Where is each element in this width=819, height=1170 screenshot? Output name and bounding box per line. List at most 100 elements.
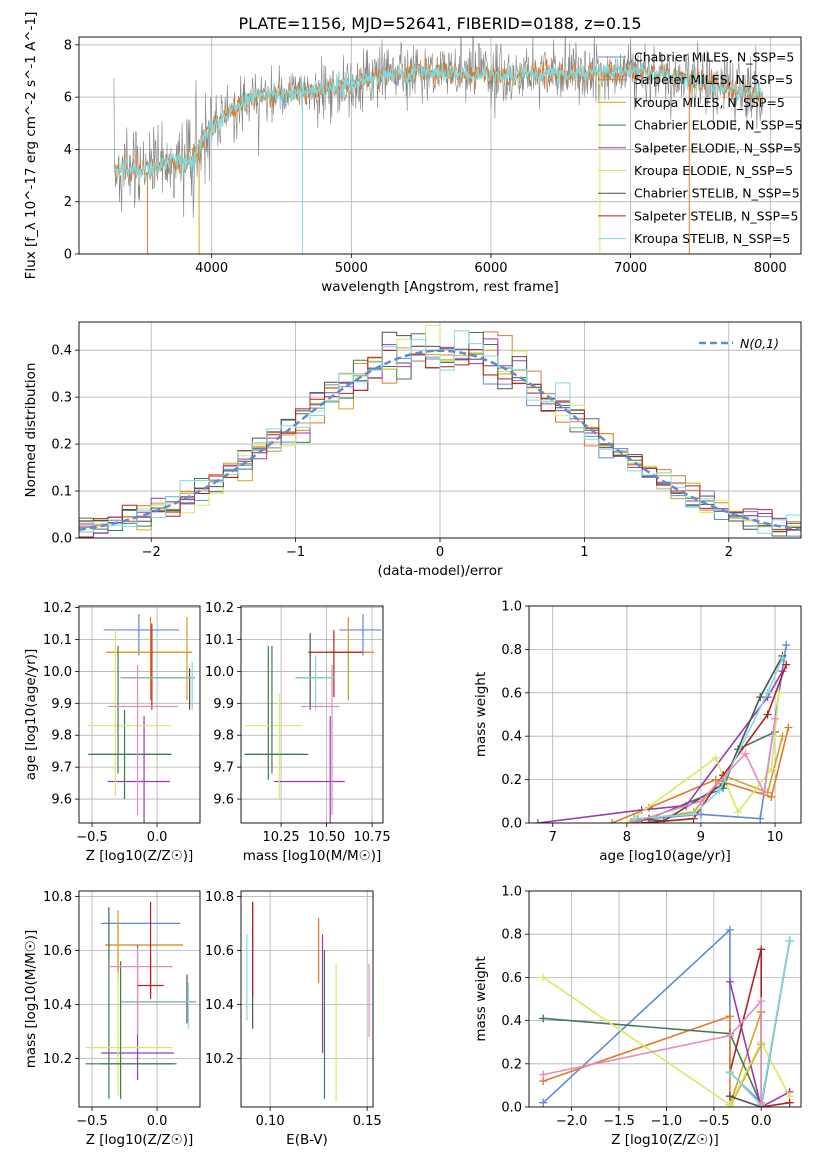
marker-point bbox=[696, 810, 705, 819]
marker-point bbox=[778, 732, 787, 741]
y-tick-label: 1.0 bbox=[501, 885, 522, 900]
axes-frame bbox=[78, 605, 201, 824]
y-tick-label: 0.8 bbox=[501, 928, 522, 943]
axes-frame bbox=[240, 605, 384, 824]
y-tick-label: 10.4 bbox=[205, 998, 234, 1013]
y-tick-label: 9.6 bbox=[51, 793, 72, 808]
x-tick-label: 8000 bbox=[754, 261, 787, 276]
marker-point bbox=[756, 693, 765, 702]
axes-frame bbox=[78, 321, 802, 539]
legend-entry: Chabrier STELIB, N_SSP=5 bbox=[634, 186, 800, 201]
marker-point bbox=[725, 1100, 734, 1107]
panel-age_vs_mass: 10.25 10.50 10.75 9.6 9.7 9.8 9.9 10.0 10.1 10.2 m… bbox=[205, 601, 391, 864]
legend-entry: Kroupa ELODIE, N_SSP=5 bbox=[634, 163, 793, 178]
x-tick-label: 0.0 bbox=[147, 830, 168, 845]
y-tick-label: 0.4 bbox=[501, 730, 522, 745]
x-tick-label: −1.0 bbox=[651, 1114, 683, 1129]
grid bbox=[79, 606, 200, 823]
x-tick-label: 7000 bbox=[614, 261, 647, 276]
x-tick-label: 2 bbox=[725, 545, 733, 560]
marker-point bbox=[759, 788, 768, 797]
legend-entry: Kroupa MILES, N_SSP=5 bbox=[634, 95, 785, 110]
axes-frame bbox=[240, 890, 374, 1108]
marker-point bbox=[539, 973, 548, 982]
x-tick-label: −0.5 bbox=[76, 1114, 108, 1129]
grid bbox=[79, 891, 200, 1107]
marker-point bbox=[533, 819, 542, 823]
y-tick-label: 0.8 bbox=[501, 643, 522, 658]
grid bbox=[241, 606, 383, 823]
legend: Chabrier MILES, N_SSP=5 Salpeter MILES, N… bbox=[598, 50, 803, 246]
legend-entry: Kroupa STELIB, N_SSP=5 bbox=[634, 231, 790, 246]
x-tick-label: 1 bbox=[580, 545, 588, 560]
x-axis-label: (data-model)/error bbox=[377, 563, 503, 579]
marker-point bbox=[539, 1098, 548, 1107]
axes-frame bbox=[78, 890, 201, 1108]
x-axis-label: E(B-V) bbox=[286, 1132, 328, 1148]
y-tick-label: 8 bbox=[64, 38, 72, 53]
marker-point bbox=[539, 1070, 548, 1079]
y-tick-label: 10.2 bbox=[43, 1052, 72, 1067]
y-tick-label: 0.3 bbox=[51, 391, 72, 406]
x-tick-label: 8 bbox=[623, 830, 631, 845]
y-tick-label: 10.2 bbox=[205, 1052, 234, 1067]
plot-area bbox=[79, 606, 200, 823]
y-tick-label: 0.4 bbox=[51, 344, 72, 359]
plot-area bbox=[529, 891, 801, 1107]
x-tick-label: −0.5 bbox=[698, 1114, 730, 1129]
marker-point bbox=[689, 810, 698, 819]
y-tick-label: 9.7 bbox=[213, 761, 234, 776]
marker-point bbox=[715, 786, 724, 795]
y-axis-label: Flux [f_λ 10^-17 erg cm^-2 s^-1 A^-1] bbox=[23, 12, 39, 280]
x-tick-label: 7 bbox=[549, 830, 557, 845]
y-tick-label: 4 bbox=[64, 143, 72, 158]
y-tick-label: 10.2 bbox=[205, 601, 234, 616]
mass-weight-line bbox=[729, 949, 790, 1107]
x-tick-label: 10 bbox=[767, 830, 784, 845]
normal-reference-curve bbox=[79, 349, 801, 532]
panel-mass_vs_EBV: 0.10 0.15 10.2 10.4 10.6 10.8 E(B-V) bbox=[205, 890, 382, 1148]
marker-point bbox=[539, 1014, 548, 1023]
mass-weight-line bbox=[542, 928, 762, 1107]
x-axis-label: mass [log10(M/M☉)] bbox=[243, 848, 382, 864]
panel-mass_weight_vs_Z: −2.0 −1.5 −1.0 −0.5 0.0 0.0 0.2 0.4 0.6 0.8 1.0 Z [… bbox=[473, 885, 802, 1148]
panel-mass_weight_vs_age: 7 8 9 10 0.0 0.2 0.4 0.6 0.8 1.0 age [log10(age/yr… bbox=[473, 600, 802, 864]
y-tick-label: 0.2 bbox=[51, 438, 72, 453]
marker-point bbox=[778, 654, 787, 663]
x-tick-label: 4000 bbox=[195, 261, 228, 276]
x-axis-label: Z [log10(Z/Z☉)] bbox=[611, 1132, 719, 1148]
x-tick-label: −1 bbox=[286, 545, 305, 560]
figure-title: PLATE=1156, MJD=52641, FIBERID=0188, z=0… bbox=[238, 14, 641, 33]
marker-point bbox=[734, 808, 743, 817]
marker-point bbox=[785, 1098, 794, 1107]
marker-point bbox=[711, 775, 720, 784]
panel-residuals: −2 −1 0 1 2 0.0 0.1 0.2 0.3 0.4 (data-model)/error… bbox=[23, 321, 802, 579]
y-tick-label: 0.4 bbox=[501, 1014, 522, 1029]
y-tick-label: 0.0 bbox=[501, 817, 522, 832]
y-axis-label: mass [log10(M/M☉)] bbox=[23, 930, 39, 1069]
legend-entry: N(0,1) bbox=[740, 336, 779, 351]
x-tick-label: 6000 bbox=[474, 261, 507, 276]
marker-point bbox=[767, 764, 776, 773]
y-tick-label: 0.6 bbox=[501, 971, 522, 986]
legend-entry: Salpeter MILES, N_SSP=5 bbox=[634, 72, 793, 87]
marker-point bbox=[757, 1098, 766, 1107]
marker-point bbox=[785, 936, 794, 945]
y-tick-label: 10.6 bbox=[43, 944, 72, 959]
axes-frame bbox=[78, 36, 802, 255]
panel-mass_vs_Z: −0.5 0.0 10.2 10.4 10.6 10.8 Z [log10(Z/Z☉)] ma… bbox=[23, 890, 201, 1148]
y-axis-label: mass weight bbox=[473, 956, 489, 1041]
y-tick-label: 9.8 bbox=[213, 729, 234, 744]
residual-histogram bbox=[79, 331, 801, 530]
y-tick-label: 10.6 bbox=[205, 944, 234, 959]
marker-point bbox=[757, 997, 766, 1006]
x-tick-label: 9 bbox=[697, 830, 705, 845]
x-tick-label: 5000 bbox=[335, 261, 368, 276]
axes-frame bbox=[528, 890, 802, 1108]
x-tick-label: 0.15 bbox=[353, 1114, 382, 1129]
x-tick-label: 0.0 bbox=[751, 1114, 772, 1129]
y-tick-label: 10.1 bbox=[205, 633, 234, 648]
plot-area bbox=[79, 322, 801, 538]
x-tick-label: 0.0 bbox=[147, 1114, 168, 1129]
